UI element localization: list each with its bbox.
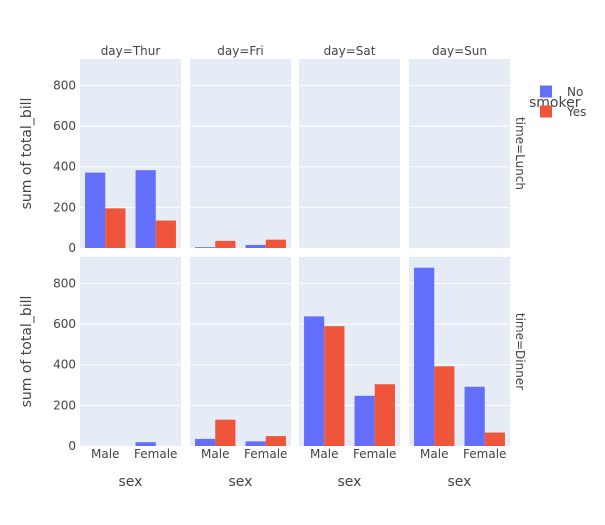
bar-lunch-fri-female-no xyxy=(245,244,266,248)
legend-swatch-yes xyxy=(540,105,552,118)
facet-row-title: time=Lunch xyxy=(513,117,527,190)
bar-dinner-thur-female-no xyxy=(135,442,156,446)
bar-dinner-sun-female-yes xyxy=(484,432,505,446)
bar-dinner-sat-female-no xyxy=(354,395,375,446)
facet-row-title: time=Dinner xyxy=(513,313,527,390)
panel-background-lunch-sun xyxy=(409,59,510,248)
bar-lunch-thur-female-no xyxy=(135,170,156,248)
y-axis-title: sum of total_bill xyxy=(19,98,35,210)
y-axis-title: sum of total_bill xyxy=(19,296,35,408)
x-tick-label: Female xyxy=(134,447,177,461)
bar-lunch-fri-male-yes xyxy=(215,240,236,248)
bar-lunch-fri-male-no xyxy=(195,247,216,248)
legend-label-yes: Yes xyxy=(566,105,586,119)
x-tick-label: Female xyxy=(353,447,396,461)
x-tick-label: Female xyxy=(244,447,287,461)
bar-lunch-thur-male-no xyxy=(85,172,106,248)
bar-dinner-fri-female-yes xyxy=(265,436,286,446)
y-tick-label: 600 xyxy=(53,317,76,331)
x-tick-label: Male xyxy=(310,447,338,461)
y-tick-label: 0 xyxy=(68,439,76,453)
bar-dinner-sun-male-yes xyxy=(434,366,455,446)
y-tick-label: 0 xyxy=(68,241,76,255)
bar-lunch-fri-female-yes xyxy=(265,239,286,248)
bar-dinner-sat-female-yes xyxy=(374,384,395,446)
y-tick-label: 200 xyxy=(53,398,76,412)
bar-dinner-sat-male-yes xyxy=(324,326,345,446)
y-tick-label: 400 xyxy=(53,160,76,174)
x-tick-label: Male xyxy=(420,447,448,461)
facet-column-title: day=Thur xyxy=(101,44,161,58)
panel-background-dinner-fri xyxy=(190,257,291,446)
bar-dinner-fri-male-no xyxy=(195,438,216,446)
bar-dinner-fri-female-no xyxy=(245,441,266,446)
bar-dinner-sun-female-no xyxy=(464,386,485,446)
facet-column-title: day=Sun xyxy=(432,44,487,58)
panel-background-lunch-fri xyxy=(190,59,291,248)
legend-swatch-no xyxy=(540,85,552,98)
x-axis-title: sex xyxy=(338,474,362,490)
x-tick-label: Male xyxy=(201,447,229,461)
y-tick-label: 400 xyxy=(53,358,76,372)
facet-column-title: day=Sat xyxy=(324,44,376,58)
panel-background-dinner-thur xyxy=(80,257,181,446)
bar-lunch-thur-female-yes xyxy=(155,220,176,248)
x-axis-title: sex xyxy=(119,474,143,490)
x-axis-title: sex xyxy=(448,474,472,490)
y-tick-label: 200 xyxy=(53,200,76,214)
y-tick-label: 800 xyxy=(53,78,76,92)
x-tick-label: Female xyxy=(463,447,506,461)
bar-dinner-sun-male-no xyxy=(414,267,435,446)
y-tick-label: 600 xyxy=(53,119,76,133)
y-tick-label: 800 xyxy=(53,276,76,290)
x-axis-title: sex xyxy=(229,474,253,490)
legend-label-no: No xyxy=(567,85,583,99)
bar-dinner-sat-male-no xyxy=(304,316,325,446)
bar-lunch-thur-male-yes xyxy=(105,208,126,248)
bar-dinner-fri-male-yes xyxy=(215,419,236,446)
panel-background-lunch-sat xyxy=(299,59,400,248)
facet-column-title: day=Fri xyxy=(217,44,263,58)
x-tick-label: Male xyxy=(91,447,119,461)
